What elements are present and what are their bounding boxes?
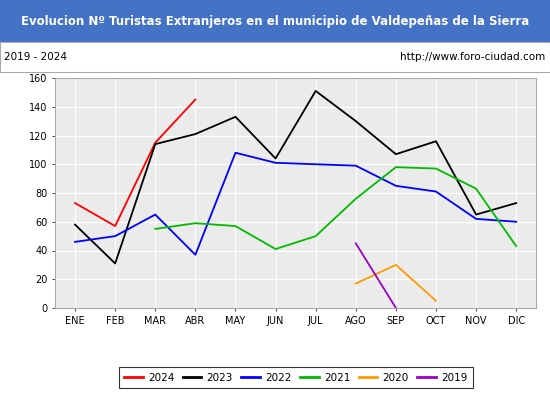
Legend: 2024, 2023, 2022, 2021, 2020, 2019: 2024, 2023, 2022, 2021, 2020, 2019 [119, 368, 472, 388]
Text: http://www.foro-ciudad.com: http://www.foro-ciudad.com [400, 52, 546, 62]
Text: 2019 - 2024: 2019 - 2024 [4, 52, 68, 62]
Text: Evolucion Nº Turistas Extranjeros en el municipio de Valdepeñas de la Sierra: Evolucion Nº Turistas Extranjeros en el … [21, 14, 529, 28]
